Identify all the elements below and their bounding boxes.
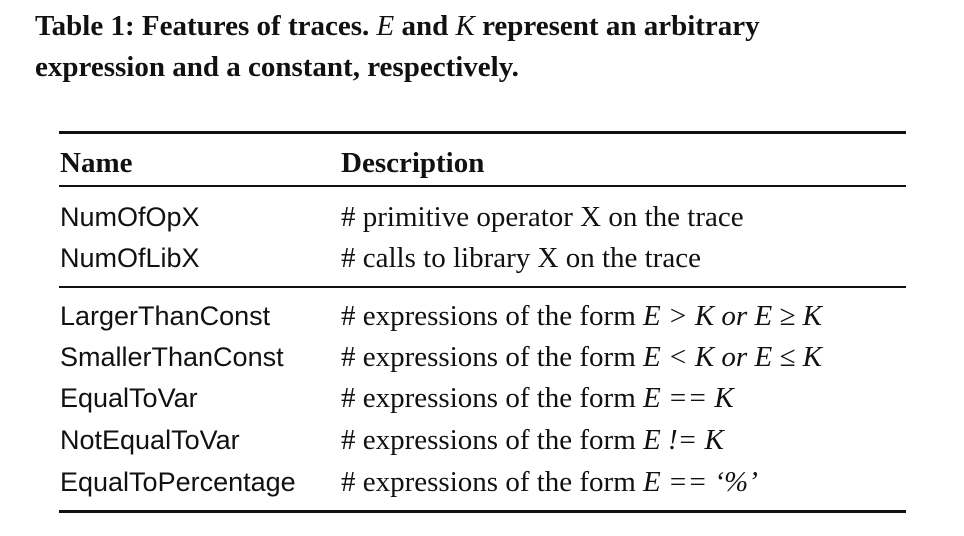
caption-text-2: and <box>401 10 449 42</box>
table-bottom-rule <box>59 510 906 513</box>
caption-line-2: expression and a constant, respectively. <box>35 51 519 83</box>
caption-var-k: K <box>455 10 475 42</box>
table-row: NumOfOpX # primitive operator X on the t… <box>0 197 964 237</box>
feature-name: EqualToVar <box>60 383 198 413</box>
description-expression: E < K or E ≤ K <box>643 341 822 373</box>
feature-description: # expressions of the form E > K or E ≥ K <box>341 296 822 336</box>
header-name: Name <box>60 147 133 179</box>
description-expression: E != K <box>643 424 724 456</box>
table-top-rule <box>59 131 906 134</box>
feature-description: # expressions of the form E == K <box>341 378 734 418</box>
caption-text-1: Features of traces. <box>141 10 370 42</box>
description-prefix: # expressions of the form <box>341 466 636 498</box>
header-description: Description <box>341 147 485 179</box>
feature-description: # expressions of the form E == ‘%’ <box>341 462 758 502</box>
table-caption: Table 1: Features of traces. E and K rep… <box>35 6 950 88</box>
table-row: EqualToVar # expressions of the form E =… <box>0 378 964 418</box>
table-row: SmallerThanConst # expressions of the fo… <box>0 337 964 377</box>
description-prefix: # expressions of the form <box>341 341 636 373</box>
caption-var-e: E <box>376 10 395 42</box>
feature-name: NumOfLibX <box>60 243 200 273</box>
table-row: LargerThanConst # expressions of the for… <box>0 296 964 336</box>
feature-name: SmallerThanConst <box>60 342 284 372</box>
caption-line-1: Table 1: Features of traces. E and K rep… <box>35 6 950 47</box>
feature-name: NumOfOpX <box>60 202 200 232</box>
description-prefix: # expressions of the form <box>341 300 636 332</box>
feature-name: EqualToPercentage <box>60 467 296 497</box>
feature-description: # calls to library X on the trace <box>341 242 701 274</box>
header-rule <box>59 185 906 187</box>
table-row: NotEqualToVar # expressions of the form … <box>0 420 964 460</box>
description-expression: E == ‘%’ <box>643 466 758 498</box>
description-prefix: # expressions of the form <box>341 424 636 456</box>
caption-label: Table 1: <box>35 10 135 42</box>
group-rule <box>59 286 906 288</box>
feature-description: # primitive operator X on the trace <box>341 201 744 233</box>
description-prefix: # expressions of the form <box>341 382 636 414</box>
description-expression: E == K <box>643 382 734 414</box>
table-row: EqualToPercentage # expressions of the f… <box>0 462 964 502</box>
feature-description: # expressions of the form E != K <box>341 420 724 460</box>
feature-description: # expressions of the form E < K or E ≤ K <box>341 337 822 377</box>
caption-text-3: represent an arbitrary <box>482 10 760 42</box>
feature-name: NotEqualToVar <box>60 425 240 455</box>
description-expression: E > K or E ≥ K <box>643 300 822 332</box>
feature-name: LargerThanConst <box>60 301 271 331</box>
table-row: NumOfLibX # calls to library X on the tr… <box>0 238 964 278</box>
